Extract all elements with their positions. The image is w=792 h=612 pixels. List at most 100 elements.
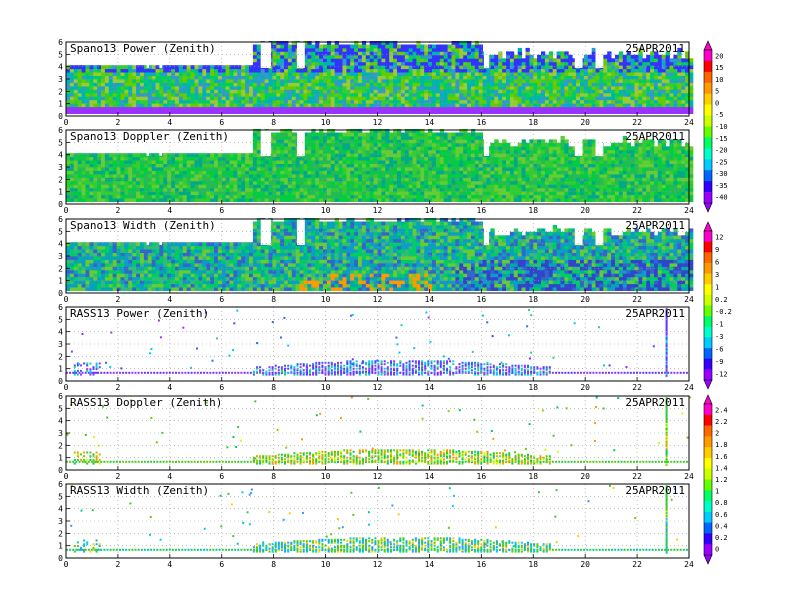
data-cell [245,156,250,161]
data-cell [576,72,581,76]
data-cell [650,65,655,70]
data-cell [447,177,452,182]
data-cell [143,180,149,185]
data-cell [474,146,480,151]
data-cell [303,160,308,164]
data-cell [365,89,371,94]
data-cell [389,135,394,140]
data-cell [202,160,207,164]
data-cell [256,99,262,104]
data-cell [564,68,569,73]
data-cell [358,61,363,66]
data-cell [494,103,499,108]
data-cell [330,106,336,111]
data-cell [397,82,402,87]
data-cell [498,170,503,175]
data-cell [198,167,203,171]
data-cell [509,85,515,90]
data-cell [237,170,242,175]
data-cell [338,110,343,114]
data-cell [214,79,219,83]
data-cell [568,82,573,87]
data-cell [397,110,402,114]
data-cell [591,99,596,104]
data-cell [525,177,530,182]
data-cell [482,75,487,80]
data-cell [89,92,94,97]
data-cell [311,160,316,164]
data-cell [104,89,110,94]
data-cell [326,198,332,202]
data-cell [385,146,390,151]
data-cell [93,68,98,73]
data-cell [490,82,495,87]
data-cell [506,103,511,108]
data-cell [455,103,460,108]
data-cell [642,89,647,94]
data-cell [467,89,472,94]
data-cell [459,142,464,147]
data-cell [104,79,110,83]
data-cell [463,187,468,192]
data-cell [159,75,164,80]
data-cell [412,106,417,111]
data-cell [326,167,332,171]
data-cell [525,75,530,80]
data-cell [190,153,195,158]
data-cell [252,139,258,144]
data-cell [252,198,258,202]
data-cell [354,106,359,111]
data-cell [342,58,347,63]
data-cell [237,92,242,97]
data-cell [124,160,129,164]
data-cell [459,198,464,202]
data-cell [116,173,121,178]
data-cell [280,170,285,175]
data-cell [467,194,472,199]
data-cell [128,103,133,108]
data-cell [525,194,530,199]
data-cell [178,156,184,161]
data-cell [284,139,289,144]
data-cell [350,96,355,101]
data-cell [151,110,156,114]
data-cell [506,170,511,175]
data-cell [393,61,398,66]
data-cell [167,92,172,97]
data-cell [186,191,191,196]
data-cell [202,163,207,168]
data-cell [151,191,156,196]
data-cell [190,110,195,114]
data-cell [467,177,472,182]
data-cell [556,79,561,83]
data-cell [284,72,289,76]
data-cell [334,103,339,108]
data-cell [498,61,503,66]
data-cell [77,79,82,83]
data-cell [89,99,94,104]
data-cell [404,135,410,140]
data-cell [397,160,402,164]
data-cell [233,79,238,83]
data-cell [280,142,285,147]
data-cell [323,82,328,87]
data-cell [291,96,297,101]
data-cell [350,75,355,80]
data-cell [147,103,153,108]
data-cell [128,82,133,87]
data-cell [502,75,507,80]
data-cell [73,99,79,104]
data-cell [498,103,503,108]
data-cell [435,149,441,154]
data-cell [198,170,203,175]
data-cell [128,170,133,175]
data-cell [494,96,499,101]
data-cell [182,194,188,199]
data-cell [299,89,304,94]
data-cell [128,156,133,161]
data-cell [97,184,102,189]
data-cell [459,79,464,83]
data-cell [315,187,320,192]
data-cell [93,163,98,168]
data-cell [661,61,666,66]
